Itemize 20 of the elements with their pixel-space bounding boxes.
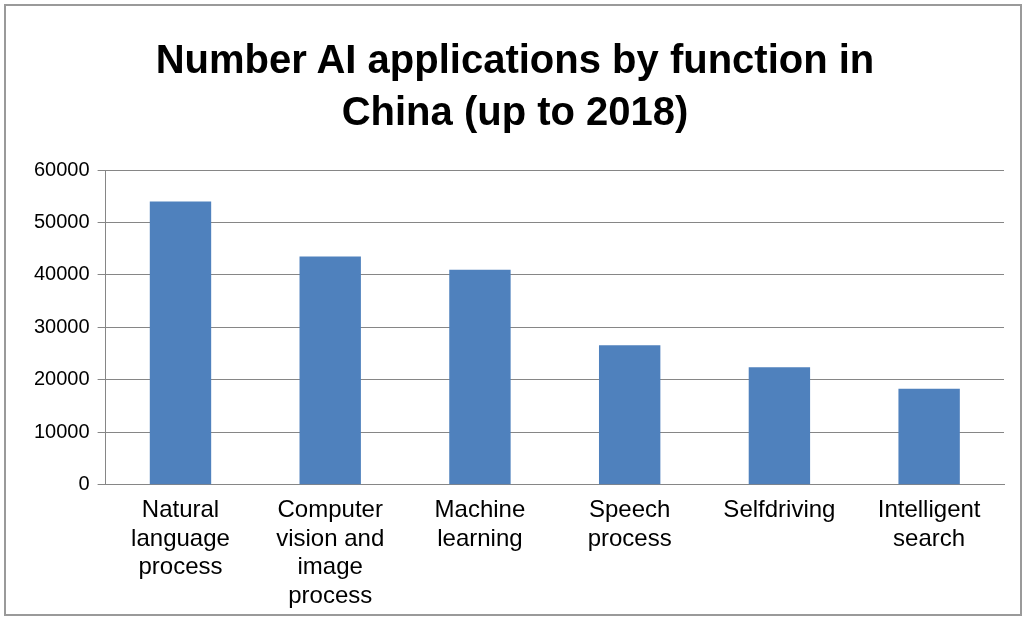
- x-tick-label: Speech process: [587, 494, 672, 551]
- bar: [299, 256, 361, 485]
- bar: [598, 345, 661, 485]
- x-tick-label: Computer vision and image process: [276, 494, 385, 609]
- x-tick-label: Natural language process: [131, 494, 230, 580]
- y-tick-label: 0: [78, 472, 90, 495]
- y-tick-label: 10000: [33, 419, 90, 442]
- bar: [898, 388, 960, 485]
- y-tick-label: 20000: [33, 367, 90, 390]
- y-tick-label: 40000: [33, 262, 90, 285]
- bar: [149, 201, 212, 485]
- y-tick-label: 30000: [33, 314, 90, 337]
- y-tick-label: 50000: [33, 209, 90, 232]
- x-tick-label: Machine learning: [434, 494, 526, 551]
- x-tick-label: Intelligent search: [877, 494, 981, 551]
- y-tick-label: 60000: [33, 157, 90, 180]
- bar: [748, 367, 811, 485]
- bar: [449, 269, 511, 485]
- chart-title: Number AI applications by function in China (up to 2018): [155, 37, 875, 134]
- x-tick-label: Selfdriving: [723, 494, 836, 522]
